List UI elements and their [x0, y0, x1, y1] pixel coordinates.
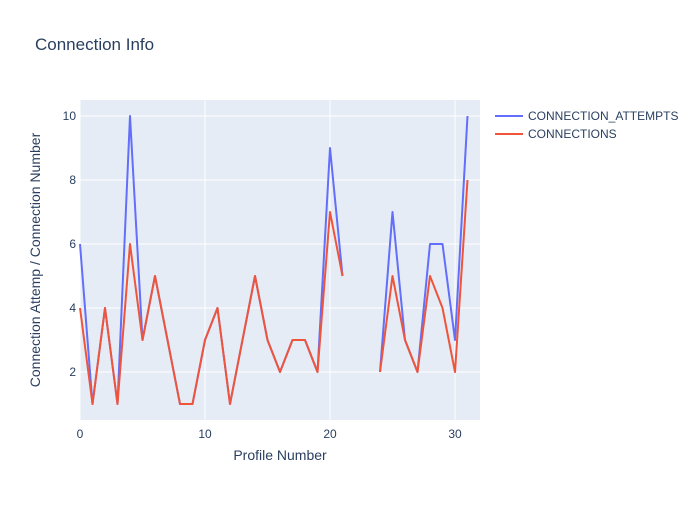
plot-area: [80, 100, 480, 420]
y-tick-label: 8: [69, 173, 76, 187]
y-tick-label: 2: [69, 365, 76, 379]
y-axis-title: Connection Attemp / Connection Number: [27, 132, 43, 387]
chart-title: Connection Info: [35, 35, 154, 54]
x-tick-label: 10: [198, 427, 212, 441]
x-axis-title: Profile Number: [233, 447, 327, 463]
tick-layer: 0 10 20 30 2 4 6 8 10: [63, 109, 462, 441]
y-tick-label: 10: [63, 109, 77, 123]
legend-label: CONNECTION_ATTEMPTS: [528, 109, 678, 123]
legend: CONNECTION_ATTEMPTS CONNECTIONS: [495, 109, 678, 141]
series-layer: [79, 115, 469, 405]
x-tick-label: 20: [323, 427, 337, 441]
x-tick-label: 0: [77, 427, 84, 441]
y-tick-label: 4: [69, 301, 76, 315]
legend-label: CONNECTIONS: [528, 127, 617, 141]
x-tick-label: 30: [448, 427, 462, 441]
series-line-connections: [79, 179, 469, 405]
y-tick-label: 6: [69, 237, 76, 251]
